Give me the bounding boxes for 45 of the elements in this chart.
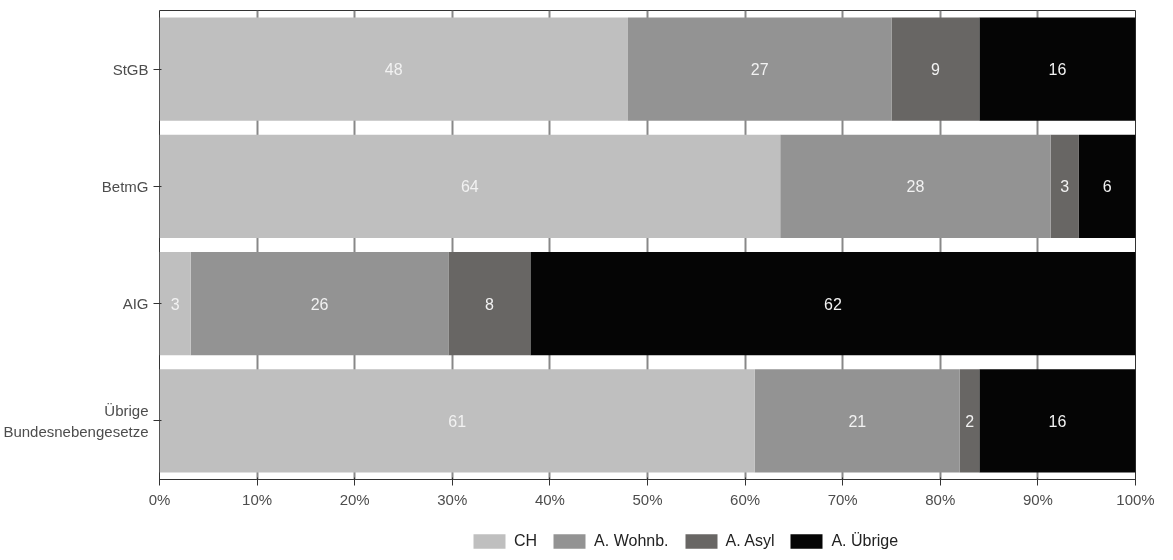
x-tick-label: 70%	[827, 490, 858, 508]
bar	[530, 252, 1136, 356]
y-tick-label: AIG	[122, 295, 149, 313]
bar	[979, 369, 1136, 473]
legend-label: CH	[514, 532, 538, 550]
x-tick-label: 40%	[534, 490, 565, 508]
x-tick-label: 20%	[339, 490, 370, 508]
legend-label: A. Wohnb.	[594, 532, 669, 550]
data-label: 16	[1048, 61, 1067, 79]
data-label: 62	[824, 295, 842, 313]
legend-label: A. Übrige	[831, 532, 899, 550]
x-tick-label: 30%	[437, 490, 468, 508]
bar	[159, 134, 781, 238]
bar	[959, 369, 980, 473]
bar	[1050, 134, 1079, 238]
bar	[627, 17, 892, 121]
x-tick-label: 90%	[1022, 490, 1053, 508]
bar	[159, 369, 755, 473]
y-tick-label: BetmG	[101, 177, 149, 195]
legend-label: A. Asyl	[725, 532, 775, 550]
data-label: 2	[965, 412, 975, 430]
bar	[159, 252, 191, 356]
y-tick-label: Übrige Bundesnebengesetze	[3, 402, 149, 440]
x-tick-label: 0%	[148, 490, 171, 508]
data-label: 26	[310, 295, 329, 313]
data-label: 6	[1102, 178, 1112, 196]
x-tick-label: 80%	[925, 490, 956, 508]
data-label: 28	[906, 178, 925, 196]
data-label: 9	[930, 61, 940, 79]
x-tick-label: 60%	[730, 490, 761, 508]
bar	[448, 252, 531, 356]
data-label: 16	[1048, 412, 1067, 430]
y-tick-label: StGB	[112, 60, 149, 78]
data-label: 21	[848, 412, 867, 430]
x-tick-label: 50%	[632, 490, 663, 508]
bar	[979, 17, 1136, 121]
bar	[754, 369, 960, 473]
bar	[891, 17, 980, 121]
x-tick-label: 100%	[1116, 490, 1155, 508]
data-label: 27	[750, 61, 769, 79]
data-label: 3	[1060, 178, 1070, 196]
bar	[159, 17, 628, 121]
data-label: 8	[484, 295, 494, 313]
bar	[1078, 134, 1136, 238]
x-tick-label: 10%	[242, 490, 273, 508]
